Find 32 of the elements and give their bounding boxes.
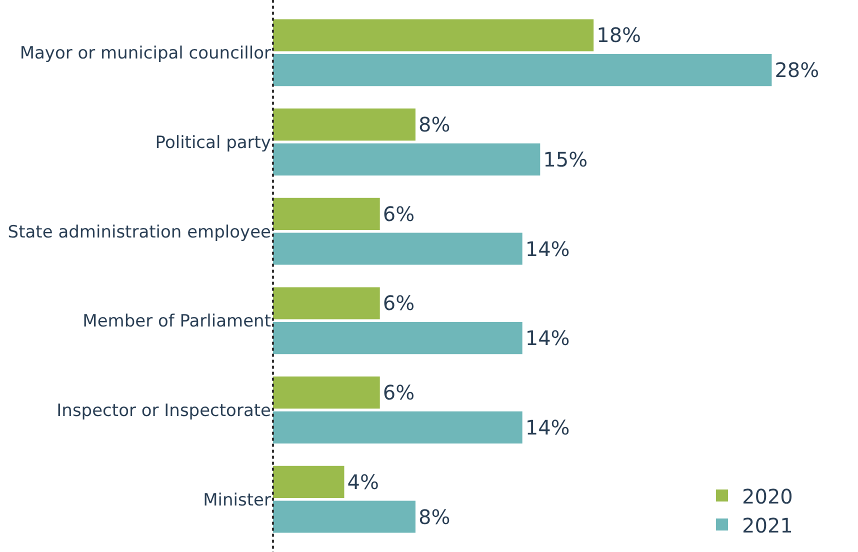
- bar: [273, 232, 522, 265]
- data-label: 4%: [347, 470, 379, 494]
- data-label: 15%: [543, 147, 588, 172]
- bar: [273, 466, 344, 498]
- y-tick-label: Minister: [203, 490, 272, 510]
- data-label: 14%: [525, 236, 570, 261]
- data-label: 8%: [418, 112, 450, 137]
- bar: [273, 54, 772, 86]
- data-label: 28%: [774, 58, 820, 82]
- y-tick-label: Member of Parliament: [82, 312, 272, 332]
- bar: [273, 19, 594, 52]
- y-tick-label: Mayor or municipal councillor: [20, 44, 271, 64]
- legend-label: 2021: [742, 513, 793, 538]
- bar: [273, 322, 522, 354]
- y-tick-label: Inspector or Inspectorate: [56, 400, 271, 421]
- data-label: 6%: [382, 291, 415, 316]
- data-label: 6%: [382, 202, 415, 226]
- y-tick-label: Political party: [155, 132, 271, 153]
- data-label: 6%: [382, 380, 415, 405]
- data-label: 8%: [418, 504, 450, 529]
- data-label: 18%: [596, 23, 642, 48]
- bar: [273, 376, 380, 409]
- bar: [273, 500, 416, 533]
- bar: [273, 143, 540, 176]
- legend-label: 2020: [742, 484, 793, 508]
- data-label: 14%: [525, 415, 570, 440]
- y-tick-label: State administration employee: [8, 222, 271, 242]
- bar: [273, 108, 416, 141]
- bar: [273, 198, 380, 230]
- bar: [273, 287, 380, 320]
- data-label: 14%: [525, 326, 570, 350]
- bar: [273, 411, 522, 444]
